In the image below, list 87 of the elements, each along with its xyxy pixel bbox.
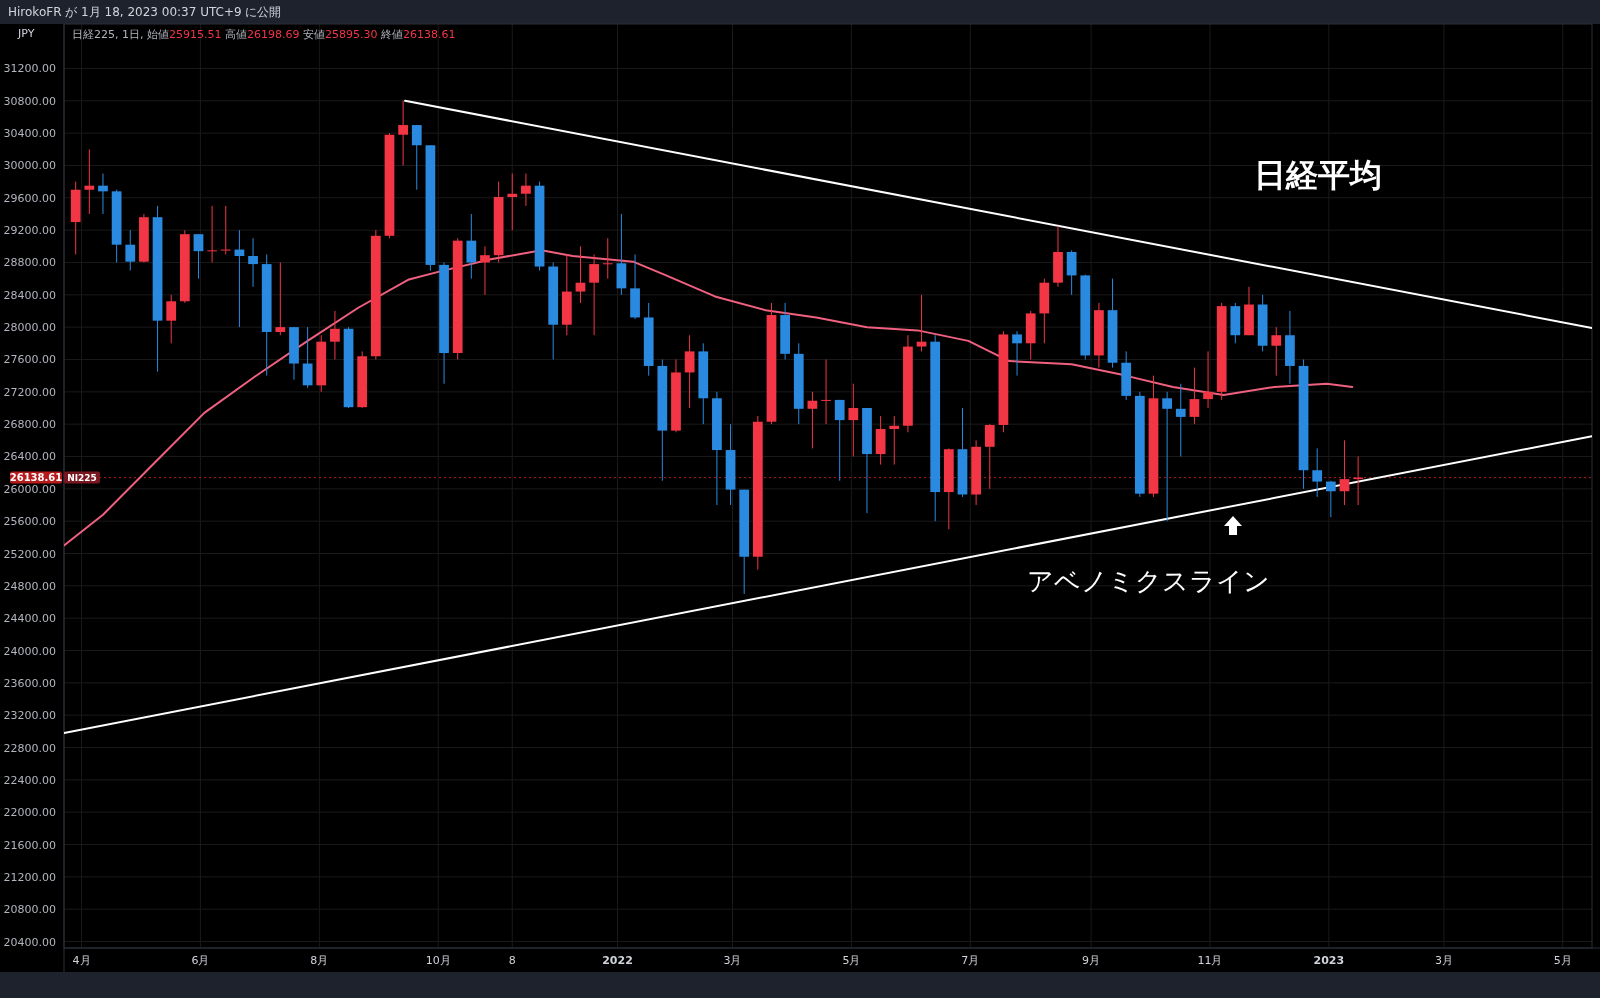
candlestick xyxy=(275,261,286,336)
candlestick xyxy=(220,205,231,255)
candlestick xyxy=(330,310,340,360)
candlestick xyxy=(575,245,586,304)
candlestick xyxy=(1175,383,1186,457)
line-series xyxy=(64,249,1354,547)
y-tick-label: 31200.00 xyxy=(3,62,56,76)
candlestick xyxy=(684,334,695,409)
candlestick xyxy=(821,358,831,425)
candlestick xyxy=(1189,367,1200,425)
y-tick-label: 27200.00 xyxy=(3,385,56,399)
y-tick-label: 28400.00 xyxy=(3,288,56,302)
text: HirokoFR が 1月 18, 2023 00:37 UTC+9 に公開 xyxy=(8,5,282,19)
candlestick xyxy=(398,100,408,166)
candlestick xyxy=(1012,330,1022,377)
y-tick-label: 21200.00 xyxy=(3,870,56,884)
y-tick-label: 22800.00 xyxy=(3,741,56,755)
candlestick xyxy=(1162,391,1172,522)
candlestick xyxy=(521,173,531,207)
candlestick xyxy=(411,124,422,191)
candlestick xyxy=(1339,439,1350,506)
x-tick-label: 6月 xyxy=(191,954,210,967)
candlestick xyxy=(166,294,177,344)
candlestick xyxy=(889,415,900,466)
y-tick-label: 22000.00 xyxy=(3,806,56,820)
candlestick xyxy=(1066,249,1077,296)
y-tick-label: 28000.00 xyxy=(3,321,56,335)
text: 日経平均 xyxy=(1254,156,1382,194)
annotation: NI225 xyxy=(67,472,97,483)
x-tick-label: 3月 xyxy=(1434,954,1453,967)
x-tick-label: 9月 xyxy=(1082,954,1101,967)
annotation: アベノミクスライン xyxy=(1026,566,1270,596)
candlestick xyxy=(480,245,490,296)
y-tick-label: 24000.00 xyxy=(3,644,56,658)
x-tick-label: 5月 xyxy=(1553,954,1572,967)
y-tick-label: 27600.00 xyxy=(3,353,56,367)
x-tick-label: 7月 xyxy=(961,954,980,967)
candlestick xyxy=(466,213,477,280)
candlestick xyxy=(916,294,927,352)
candlestick xyxy=(1271,326,1282,377)
candlestick xyxy=(848,383,859,457)
y-tick-label: 26800.00 xyxy=(3,418,56,432)
y-tick-label: 22400.00 xyxy=(3,773,56,787)
x-tick-label: 2023 xyxy=(1313,954,1345,967)
y-tick-label: 29200.00 xyxy=(3,224,56,238)
y-tick-label: 21600.00 xyxy=(3,838,56,852)
candlestick xyxy=(807,391,818,449)
candlestick xyxy=(1312,447,1323,498)
candlestick xyxy=(589,253,599,336)
y-tick-label: 29600.00 xyxy=(3,191,56,205)
x-tick-label: 10月 xyxy=(425,954,451,967)
y-tick-label: 24800.00 xyxy=(3,579,56,593)
y-tick-label: 26000.00 xyxy=(3,482,56,496)
y-tick-label: 25600.00 xyxy=(3,515,56,529)
y-axis-title: JPY xyxy=(17,27,35,40)
y-tick-label: 20400.00 xyxy=(3,935,56,949)
y-tick-label: 23600.00 xyxy=(3,676,56,690)
candlestick xyxy=(207,205,217,263)
candlestick xyxy=(193,233,204,280)
ref-line-label: 26138.61 xyxy=(9,471,63,483)
y-tick-label: 24400.00 xyxy=(3,612,56,626)
y-tick-label: 30000.00 xyxy=(3,159,56,173)
y-tick-label: 30400.00 xyxy=(3,127,56,141)
x-tick-label: 3月 xyxy=(723,954,742,967)
candlestick xyxy=(984,423,995,490)
x-tick-label: 4月 xyxy=(72,954,91,967)
y-tick-label: 25200.00 xyxy=(3,547,56,561)
candlestick xyxy=(1325,480,1336,518)
candlestick xyxy=(602,237,613,280)
y-tick-label: 26400.00 xyxy=(3,450,56,464)
x-tick-label: 8 xyxy=(508,954,516,967)
candlestick xyxy=(125,229,136,272)
y-tick-label: 30800.00 xyxy=(3,94,56,108)
y-tick-label: 28800.00 xyxy=(3,256,56,270)
y-tick-label: 23200.00 xyxy=(3,709,56,723)
x-tick-label: 5月 xyxy=(842,954,861,967)
x-tick-label: 8月 xyxy=(310,954,329,967)
candlestick xyxy=(507,173,518,231)
candlestick xyxy=(834,399,845,482)
candlestick xyxy=(98,173,108,215)
candlestick xyxy=(248,237,258,288)
x-tick-label: 2022 xyxy=(602,954,633,967)
candlestick xyxy=(84,148,95,215)
candlestick xyxy=(1203,350,1213,409)
x-tick-label: 11月 xyxy=(1197,954,1223,967)
y-tick-label: 20800.00 xyxy=(3,903,56,917)
chart-subtitle: 日経225, 1日, 始値25915.51 高値26198.69 安値25895.30 終値26138.61 xyxy=(72,28,456,41)
